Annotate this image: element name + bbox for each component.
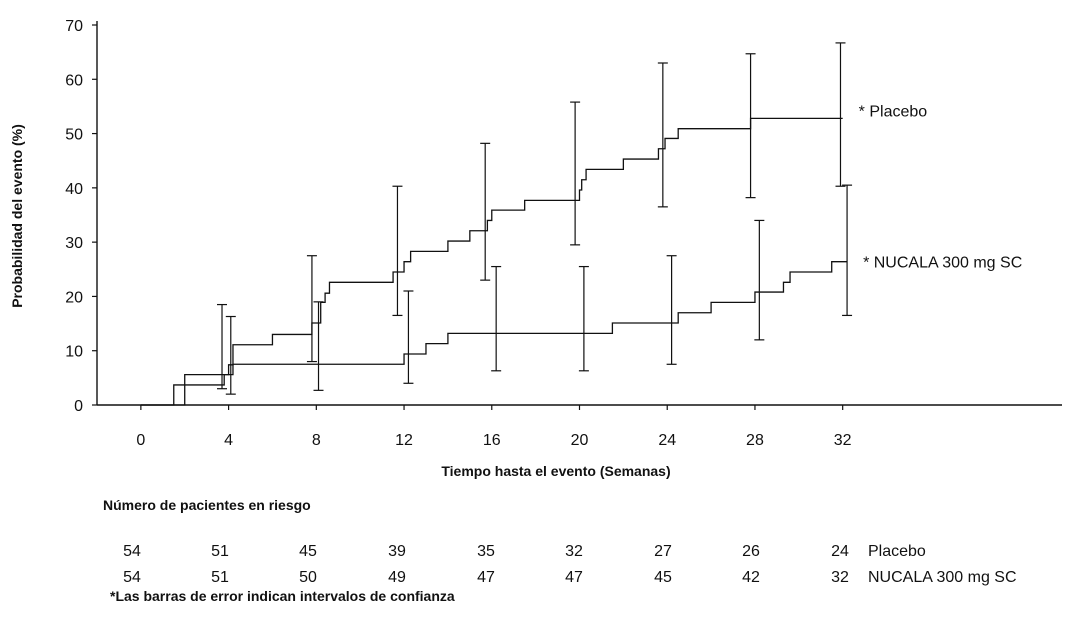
y-tick-label: 10 [65, 344, 83, 361]
error-bar [313, 301, 324, 391]
x-tick-label: 4 [224, 432, 233, 449]
x-tick-label: 28 [746, 432, 764, 449]
error-bar [842, 184, 853, 317]
error-bar [570, 101, 581, 246]
y-tick-label: 70 [65, 18, 83, 35]
series-layer: * Placebo * NUCALA 300 mg SC [140, 42, 1022, 406]
x-tick-label: 20 [571, 432, 589, 449]
error-bar [657, 62, 668, 208]
error-bar [306, 255, 317, 363]
series-label-1: * NUCALA 300 mg SC [863, 255, 1022, 272]
y-tick-label: 30 [65, 235, 83, 252]
error-bar [491, 265, 502, 372]
axes: 0 10 20 30 40 50 60 70 0 4 8 12 16 20 24 28 32 [65, 18, 1062, 449]
x-tick-label: 24 [658, 432, 676, 449]
x-axis-title: Tiempo hasta el evento (Semanas) [441, 463, 670, 479]
error-bar [745, 53, 756, 199]
error-bar [480, 142, 491, 281]
y-tick-label: 60 [65, 72, 83, 89]
x-tick-label: 16 [483, 432, 501, 449]
error-bar [754, 219, 765, 341]
x-tick-label: 12 [395, 432, 413, 449]
y-tick-label: 0 [74, 398, 83, 415]
series-label-0: * Placebo [859, 103, 928, 120]
error-bar [835, 42, 846, 187]
error-bar [403, 290, 414, 384]
error-bar [225, 315, 236, 395]
y-tick-label: 20 [65, 289, 83, 306]
series-line-0 [140, 117, 843, 406]
x-tick-label: 8 [312, 432, 321, 449]
error-bar [666, 255, 677, 365]
x-tick-label: 0 [136, 432, 145, 449]
error-bar [217, 303, 228, 390]
series-line-1 [140, 261, 848, 406]
error-bar [578, 265, 589, 372]
y-axis-title: Probabilidad del evento (%) [9, 124, 25, 308]
error-bar [392, 185, 403, 317]
y-tick-label: 40 [65, 181, 83, 198]
footnote: *Las barras de error indican intervalos … [110, 588, 455, 604]
y-tick-label: 50 [65, 127, 83, 144]
x-tick-label: 32 [834, 432, 852, 449]
